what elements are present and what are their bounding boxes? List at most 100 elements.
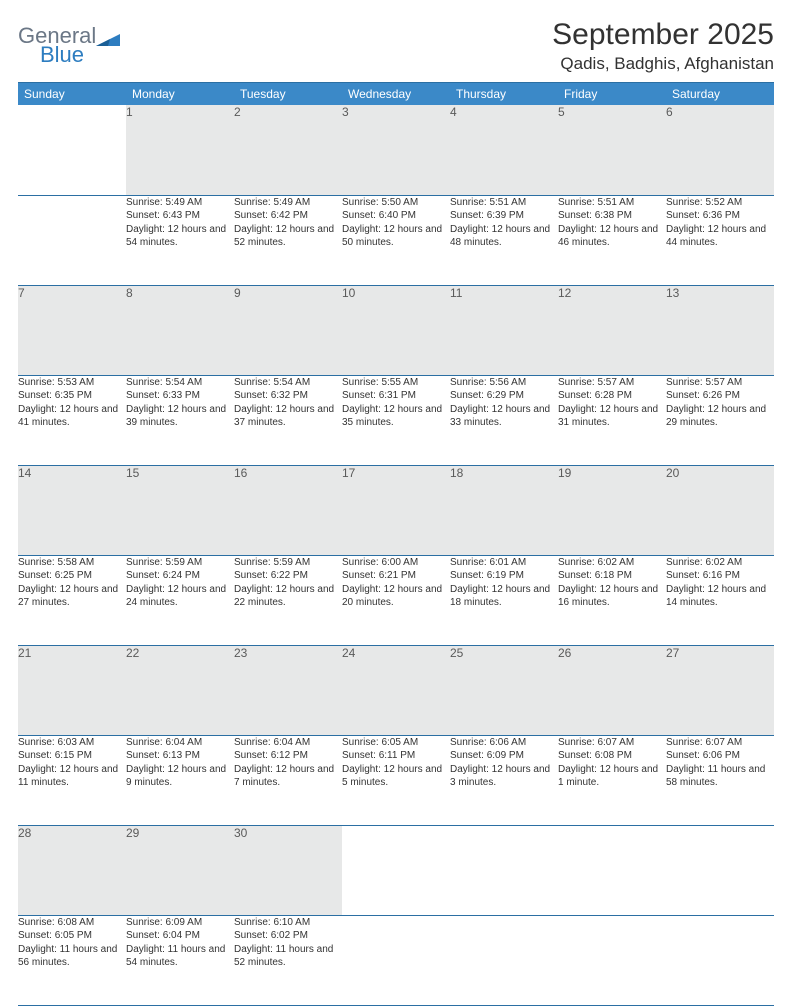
sunrise-line: Sunrise: 6:06 AM xyxy=(450,736,558,750)
sunset-line: Sunset: 6:35 PM xyxy=(18,389,126,403)
day-number-cell: 13 xyxy=(666,285,774,375)
sunrise-line: Sunrise: 6:05 AM xyxy=(342,736,450,750)
day-number-cell: 17 xyxy=(342,465,450,555)
sunrise-line: Sunrise: 6:08 AM xyxy=(18,916,126,930)
logo-flag-icon xyxy=(96,32,122,50)
day-number-cell: 14 xyxy=(18,465,126,555)
sunset-line: Sunset: 6:12 PM xyxy=(234,749,342,763)
day-number-cell: 18 xyxy=(450,465,558,555)
day-number-cell xyxy=(666,825,774,915)
sunset-line: Sunset: 6:09 PM xyxy=(450,749,558,763)
day-info-cell: Sunrise: 5:51 AMSunset: 6:38 PMDaylight:… xyxy=(558,195,666,285)
daylight-line: Daylight: 12 hours and 48 minutes. xyxy=(450,223,558,250)
daylight-line: Daylight: 12 hours and 52 minutes. xyxy=(234,223,342,250)
daylight-line: Daylight: 11 hours and 54 minutes. xyxy=(126,943,234,970)
day-number-cell: 2 xyxy=(234,105,342,195)
day-info-row: Sunrise: 5:53 AMSunset: 6:35 PMDaylight:… xyxy=(18,375,774,465)
daylight-line: Daylight: 12 hours and 46 minutes. xyxy=(558,223,666,250)
sunset-line: Sunset: 6:39 PM xyxy=(450,209,558,223)
day-number-cell: 4 xyxy=(450,105,558,195)
sunrise-line: Sunrise: 5:56 AM xyxy=(450,376,558,390)
sunrise-line: Sunrise: 5:53 AM xyxy=(18,376,126,390)
daylight-line: Daylight: 12 hours and 27 minutes. xyxy=(18,583,126,610)
day-header: Monday xyxy=(126,83,234,106)
day-info-cell: Sunrise: 6:07 AMSunset: 6:06 PMDaylight:… xyxy=(666,735,774,825)
calendar-table: SundayMondayTuesdayWednesdayThursdayFrid… xyxy=(18,82,774,1006)
day-info-cell: Sunrise: 5:55 AMSunset: 6:31 PMDaylight:… xyxy=(342,375,450,465)
daylight-line: Daylight: 12 hours and 29 minutes. xyxy=(666,403,774,430)
day-number-row: 282930 xyxy=(18,825,774,915)
sunrise-line: Sunrise: 5:58 AM xyxy=(18,556,126,570)
sunrise-line: Sunrise: 6:02 AM xyxy=(666,556,774,570)
page-header: General Blue September 2025 Qadis, Badgh… xyxy=(18,18,774,74)
logo-text: General Blue xyxy=(18,26,96,66)
sunrise-line: Sunrise: 6:04 AM xyxy=(126,736,234,750)
sunset-line: Sunset: 6:36 PM xyxy=(666,209,774,223)
sunrise-line: Sunrise: 6:03 AM xyxy=(18,736,126,750)
sunrise-line: Sunrise: 6:07 AM xyxy=(558,736,666,750)
day-number-cell: 11 xyxy=(450,285,558,375)
daylight-line: Daylight: 12 hours and 24 minutes. xyxy=(126,583,234,610)
day-info-cell xyxy=(342,915,450,1005)
day-number-cell: 26 xyxy=(558,645,666,735)
day-number-cell: 24 xyxy=(342,645,450,735)
daylight-line: Daylight: 12 hours and 41 minutes. xyxy=(18,403,126,430)
sunset-line: Sunset: 6:24 PM xyxy=(126,569,234,583)
day-number-cell xyxy=(558,825,666,915)
day-info-cell xyxy=(450,915,558,1005)
calendar-header-row: SundayMondayTuesdayWednesdayThursdayFrid… xyxy=(18,83,774,106)
daylight-line: Daylight: 12 hours and 22 minutes. xyxy=(234,583,342,610)
day-number-cell: 19 xyxy=(558,465,666,555)
sunset-line: Sunset: 6:21 PM xyxy=(342,569,450,583)
day-info-row: Sunrise: 5:49 AMSunset: 6:43 PMDaylight:… xyxy=(18,195,774,285)
day-info-cell: Sunrise: 5:57 AMSunset: 6:28 PMDaylight:… xyxy=(558,375,666,465)
sunrise-line: Sunrise: 5:55 AM xyxy=(342,376,450,390)
sunset-line: Sunset: 6:29 PM xyxy=(450,389,558,403)
day-info-row: Sunrise: 6:03 AMSunset: 6:15 PMDaylight:… xyxy=(18,735,774,825)
sunrise-line: Sunrise: 6:07 AM xyxy=(666,736,774,750)
location-text: Qadis, Badghis, Afghanistan xyxy=(552,54,774,74)
sunrise-line: Sunrise: 6:02 AM xyxy=(558,556,666,570)
day-header: Thursday xyxy=(450,83,558,106)
day-number-cell: 6 xyxy=(666,105,774,195)
sunrise-line: Sunrise: 6:09 AM xyxy=(126,916,234,930)
daylight-line: Daylight: 12 hours and 18 minutes. xyxy=(450,583,558,610)
day-number-cell: 25 xyxy=(450,645,558,735)
day-number-cell: 29 xyxy=(126,825,234,915)
sunset-line: Sunset: 6:22 PM xyxy=(234,569,342,583)
daylight-line: Daylight: 12 hours and 7 minutes. xyxy=(234,763,342,790)
sunset-line: Sunset: 6:18 PM xyxy=(558,569,666,583)
day-info-cell: Sunrise: 5:59 AMSunset: 6:24 PMDaylight:… xyxy=(126,555,234,645)
sunrise-line: Sunrise: 5:59 AM xyxy=(234,556,342,570)
title-block: September 2025 Qadis, Badghis, Afghanist… xyxy=(552,18,774,74)
day-info-cell: Sunrise: 5:54 AMSunset: 6:32 PMDaylight:… xyxy=(234,375,342,465)
sunrise-line: Sunrise: 5:51 AM xyxy=(450,196,558,210)
day-number-cell xyxy=(18,105,126,195)
sunset-line: Sunset: 6:13 PM xyxy=(126,749,234,763)
day-info-cell: Sunrise: 6:01 AMSunset: 6:19 PMDaylight:… xyxy=(450,555,558,645)
sunrise-line: Sunrise: 5:50 AM xyxy=(342,196,450,210)
day-info-cell: Sunrise: 6:02 AMSunset: 6:18 PMDaylight:… xyxy=(558,555,666,645)
daylight-line: Daylight: 11 hours and 52 minutes. xyxy=(234,943,342,970)
day-number-cell: 30 xyxy=(234,825,342,915)
day-header: Tuesday xyxy=(234,83,342,106)
day-info-cell: Sunrise: 6:00 AMSunset: 6:21 PMDaylight:… xyxy=(342,555,450,645)
day-info-cell: Sunrise: 6:09 AMSunset: 6:04 PMDaylight:… xyxy=(126,915,234,1005)
day-header: Wednesday xyxy=(342,83,450,106)
day-info-row: Sunrise: 6:08 AMSunset: 6:05 PMDaylight:… xyxy=(18,915,774,1005)
day-info-cell xyxy=(558,915,666,1005)
sunset-line: Sunset: 6:11 PM xyxy=(342,749,450,763)
daylight-line: Daylight: 12 hours and 11 minutes. xyxy=(18,763,126,790)
day-info-cell: Sunrise: 6:10 AMSunset: 6:02 PMDaylight:… xyxy=(234,915,342,1005)
sunset-line: Sunset: 6:06 PM xyxy=(666,749,774,763)
sunrise-line: Sunrise: 6:10 AM xyxy=(234,916,342,930)
day-number-cell: 16 xyxy=(234,465,342,555)
sunset-line: Sunset: 6:04 PM xyxy=(126,929,234,943)
day-number-row: 14151617181920 xyxy=(18,465,774,555)
sunset-line: Sunset: 6:32 PM xyxy=(234,389,342,403)
daylight-line: Daylight: 12 hours and 5 minutes. xyxy=(342,763,450,790)
sunrise-line: Sunrise: 5:49 AM xyxy=(126,196,234,210)
day-number-cell: 5 xyxy=(558,105,666,195)
daylight-line: Daylight: 12 hours and 50 minutes. xyxy=(342,223,450,250)
sunset-line: Sunset: 6:43 PM xyxy=(126,209,234,223)
